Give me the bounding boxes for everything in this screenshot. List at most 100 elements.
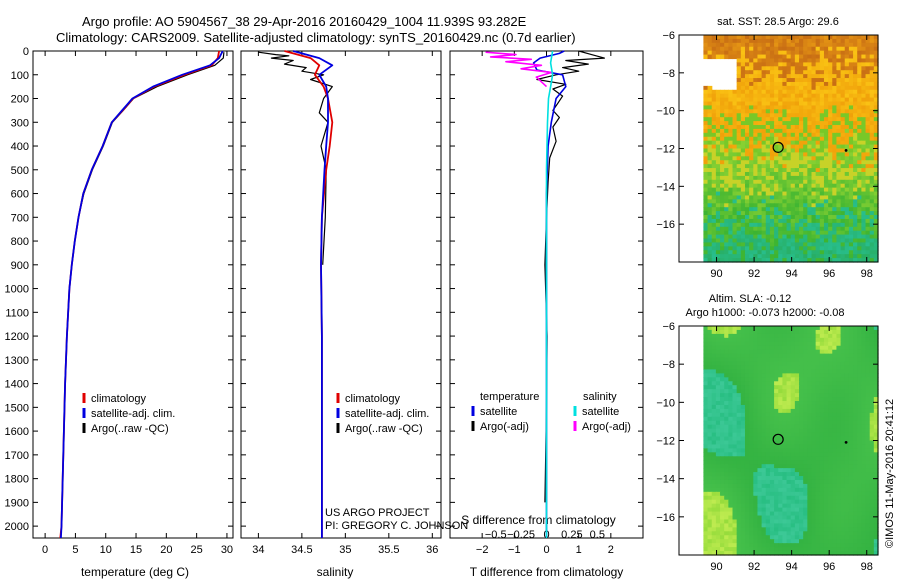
map-subtitle: Argo h1000: -0.073 h2000: -0.08 [685,307,844,319]
x-tick-label: 94 [786,561,798,573]
temperature-panel: 0100200300400500600700800900100011001200… [5,46,234,579]
x-tick-label: 34 [252,544,264,556]
y-tick-label: −14 [656,181,675,193]
s-tick-label: 0.5 [590,529,605,541]
difference-panel: −2 −1 0 1 2 T difference from climatology −0.5… [449,50,644,579]
y-tick-label: 100 [11,70,29,82]
x-tick-label: 0 [42,544,48,556]
y-tick-label: −12 [656,144,675,156]
legend-label: satellite-adj. clim. [345,408,429,420]
y-tick-label: −6 [662,321,675,333]
series-diff-0 [532,50,567,538]
x-tick-label: 94 [786,268,798,280]
y-tick-label: −12 [656,436,675,448]
s-axis-title: S difference from climatology [461,513,616,527]
legend-label: satellite [480,406,517,418]
y-tick-label: 1600 [5,426,29,438]
y-tick-label: −10 [656,397,675,409]
y-tick-label: 1200 [5,331,29,343]
x-tick-label: 20 [160,544,172,556]
project-credit: US ARGO PROJECT [325,507,430,519]
y-tick-label: −8 [662,68,675,80]
y-tick-label: 2000 [5,521,29,533]
y-tick-label: 0 [23,46,29,58]
pi-credit: PI: GREGORY C. JOHNSON [325,520,468,532]
x-tick-label: 90 [710,268,722,280]
x-tick-label: 0 [543,544,549,556]
s-tick-label: −0.25 [507,529,535,541]
series-diff-3 [485,51,553,88]
series-argo [66,52,225,337]
y-tick-label: −16 [656,219,675,231]
plot-frame [240,50,442,539]
legend-label: climatology [345,393,401,405]
x-tick-label: 35.5 [378,544,399,556]
y-tick-label: 1500 [5,402,29,414]
x-tick-label: −1 [508,544,521,556]
x-axis-label: T difference from climatology [470,565,624,579]
y-tick-label: 1100 [5,307,29,319]
y-tick-label: 200 [11,94,29,106]
x-tick-label: 98 [861,561,873,573]
x-tick-label: 92 [748,561,760,573]
x-tick-label: 2 [608,544,614,556]
x-tick-label: 15 [130,544,142,556]
legend-label: Argo(-adj) [582,421,631,433]
imos-stamp: ©IMOS 11-May-2016 20:41:12 [884,399,896,548]
map-field [703,326,879,556]
x-tick-label: 25 [191,544,203,556]
legend-header: temperature [480,391,539,403]
y-tick-label: −16 [656,512,675,524]
y-tick-label: 1800 [5,474,29,486]
y-tick-label: 400 [11,141,29,153]
x-tick-label: 98 [861,268,873,280]
argo-float-marker [772,433,784,445]
x-tick-label: 34.5 [291,544,312,556]
y-tick-label: 1000 [5,284,29,296]
secondary-marker [844,441,848,444]
x-tick-label: 90 [710,561,722,573]
series-satellite [292,50,334,538]
plot-frame [32,50,234,539]
legend-label: climatology [91,393,147,405]
x-tick-label: 36 [426,544,438,556]
legend-label: satellite-adj. clim. [91,408,175,420]
sst-map-panel: −6 −8 −10 −12 −14 −16 90 92 94 96 98 sat. SST: 28.5… [656,16,879,280]
y-tick-label: −10 [656,106,675,118]
x-tick-label: 1 [576,544,582,556]
x-axis-label: temperature (deg C) [81,565,189,579]
y-tick-label: −14 [656,474,675,486]
secondary-marker [844,148,848,152]
x-tick-label: 96 [823,268,835,280]
y-tick-label: 500 [11,165,29,177]
salinity-panel: 34 34.5 35 35.5 36 salinity climatology satelli… [240,50,442,579]
series-satellite [60,50,224,539]
s-tick-label: −0.5 [485,529,507,541]
y-tick-label: 1400 [5,379,29,391]
x-tick-label: 96 [823,561,835,573]
y-tick-label: 800 [11,236,29,248]
series-diff-2 [545,50,554,538]
y-tick-label: −8 [662,359,675,371]
y-tick-label: 1300 [5,355,29,367]
sla-map-panel: −6 −8 −10 −12 −14 −16 90 92 94 96 98 Altim. SLA: -0… [656,293,879,573]
legend-label: Argo(..raw -QC) [91,423,169,435]
header-line-1: Argo profile: AO 5904567_38 29-Apr-2016 … [82,14,527,29]
argo-float-marker [772,141,784,153]
x-tick-label: −2 [476,544,489,556]
series-climatology [284,50,334,538]
x-tick-label: 35 [339,544,351,556]
y-tick-label: 600 [11,189,29,201]
y-tick-label: −6 [662,30,675,42]
x-tick-label: 92 [748,268,760,280]
series-climatology [59,50,220,539]
s-tick-label: 0.25 [561,529,582,541]
legend-header: salinity [583,391,617,403]
x-tick-label: 10 [100,544,112,556]
y-tick-label: 1700 [5,450,29,462]
x-axis-label: salinity [317,565,354,579]
map-title: Altim. SLA: -0.12 [709,293,792,305]
header-line-2: Climatology: CARS2009. Satellite-adjuste… [56,30,576,45]
legend-label: satellite [582,406,619,418]
